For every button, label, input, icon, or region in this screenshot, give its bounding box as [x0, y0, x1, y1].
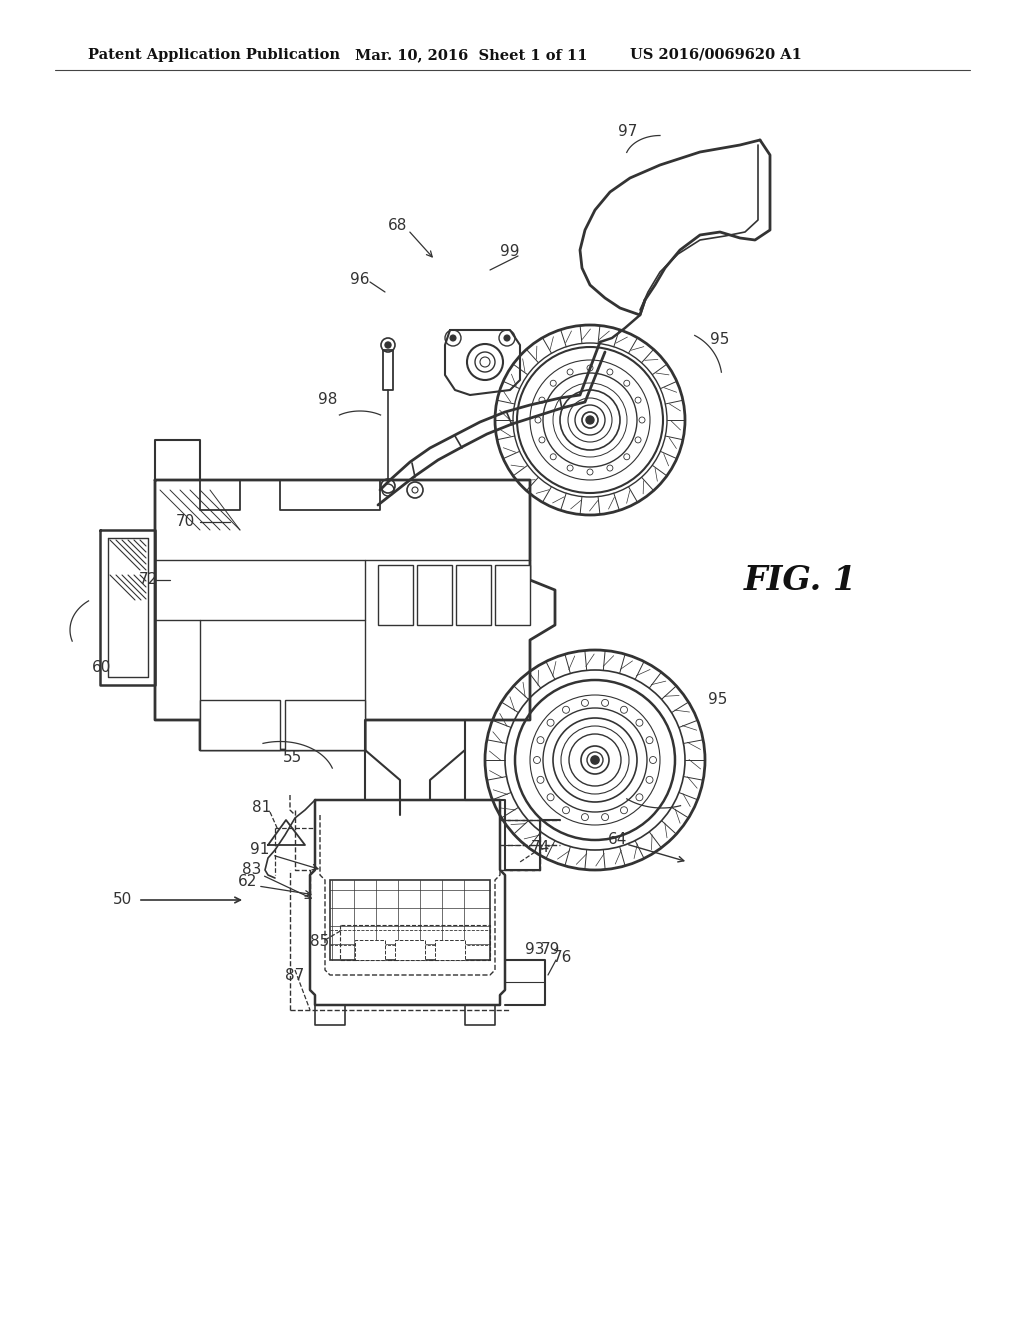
Text: 74: 74 [530, 841, 550, 855]
Bar [330, 880, 490, 960]
Text: 79: 79 [541, 942, 560, 957]
Text: FIG. 1: FIG. 1 [743, 564, 856, 597]
Text: 97: 97 [618, 124, 638, 140]
Text: 64: 64 [608, 833, 628, 847]
Text: Patent Application Publication: Patent Application Publication [88, 48, 340, 62]
Bar [435, 940, 465, 960]
Circle shape [586, 416, 594, 424]
Text: 96: 96 [350, 272, 370, 288]
Text: 50: 50 [113, 892, 132, 908]
Bar [417, 565, 452, 624]
Bar [355, 940, 385, 960]
Text: Mar. 10, 2016  Sheet 1 of 11: Mar. 10, 2016 Sheet 1 of 11 [355, 48, 588, 62]
Text: 95: 95 [711, 333, 730, 347]
Bar [378, 565, 413, 624]
Text: 93: 93 [525, 942, 545, 957]
Text: 91: 91 [250, 842, 269, 858]
Text: 70: 70 [175, 515, 195, 529]
Text: 95: 95 [709, 693, 728, 708]
Text: 85: 85 [310, 935, 330, 949]
Text: 83: 83 [243, 862, 262, 878]
Text: 99: 99 [501, 244, 520, 260]
Text: 76: 76 [552, 950, 571, 965]
Text: 60: 60 [92, 660, 112, 676]
Text: 72: 72 [138, 573, 158, 587]
Bar [395, 940, 425, 960]
Bar [285, 700, 365, 750]
Bar [495, 565, 530, 624]
Text: 68: 68 [388, 218, 408, 232]
Text: 62: 62 [239, 874, 258, 890]
Text: US 2016/0069620 A1: US 2016/0069620 A1 [630, 48, 802, 62]
Circle shape [385, 342, 391, 348]
Circle shape [504, 335, 510, 341]
Text: 87: 87 [286, 968, 304, 982]
Circle shape [591, 756, 599, 764]
Text: 81: 81 [252, 800, 271, 816]
Bar [456, 565, 490, 624]
Text: 55: 55 [283, 751, 302, 766]
Circle shape [450, 335, 456, 341]
Bar [200, 700, 280, 750]
Text: 98: 98 [318, 392, 338, 408]
